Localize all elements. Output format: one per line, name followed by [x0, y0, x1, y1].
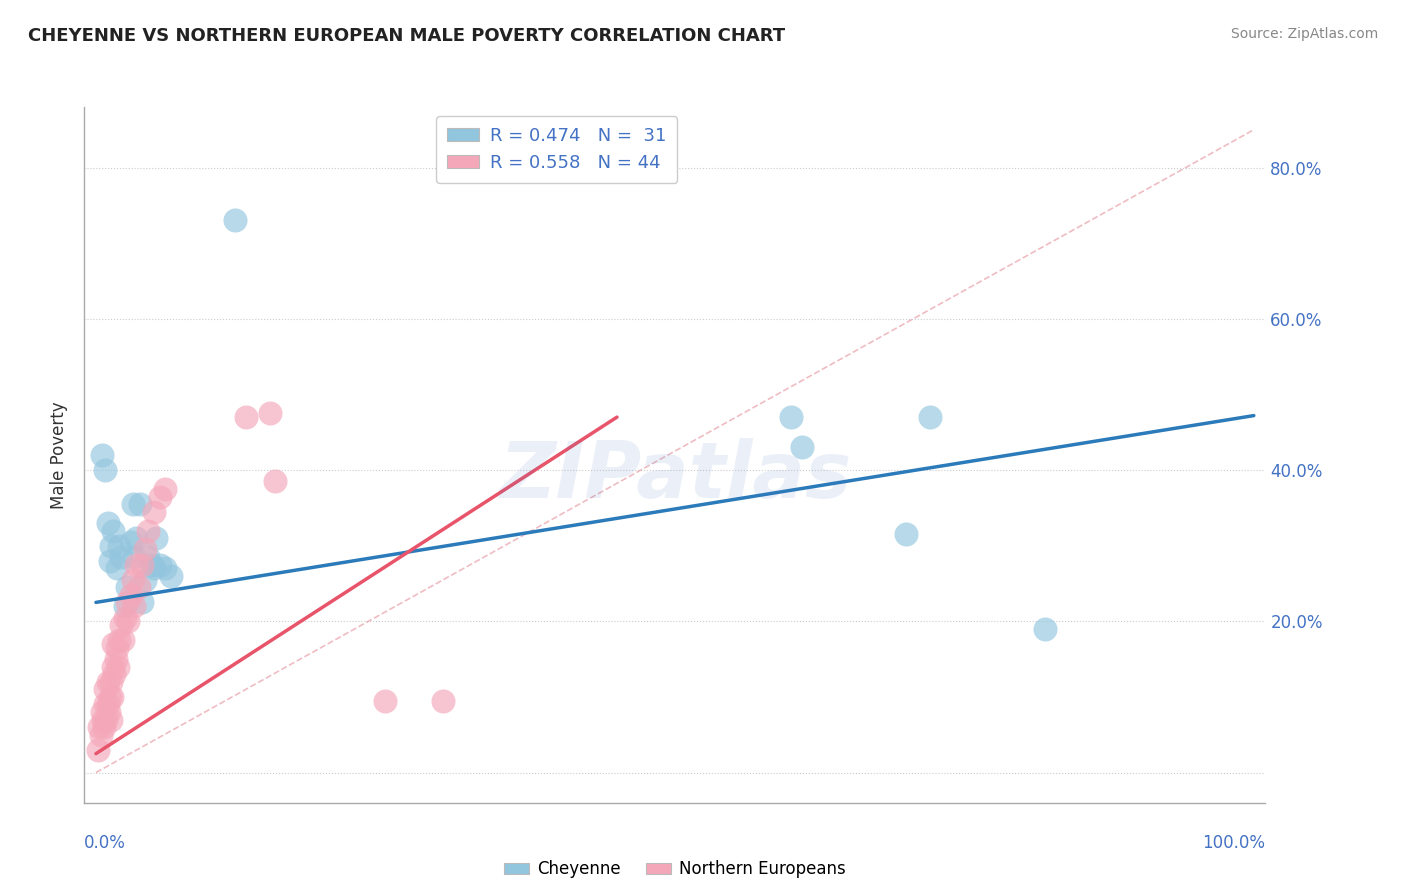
Point: [141, 558, 163, 572]
Point: [122, 549, 145, 564]
Text: Source: ZipAtlas.com: Source: ZipAtlas.com: [1230, 27, 1378, 41]
Point: [100, 713, 122, 727]
Point: [155, 482, 177, 496]
Point: [134, 542, 156, 557]
Point: [125, 558, 148, 572]
Point: [128, 580, 150, 594]
Point: [122, 497, 145, 511]
Point: [94, 463, 117, 477]
Text: CHEYENNE VS NORTHERN EUROPEAN MALE POVERTY CORRELATION CHART: CHEYENNE VS NORTHERN EUROPEAN MALE POVER…: [28, 27, 785, 45]
Point: [105, 561, 128, 575]
Point: [105, 640, 128, 655]
Point: [1035, 622, 1057, 636]
Point: [87, 743, 110, 757]
Point: [97, 705, 120, 719]
Point: [110, 549, 132, 564]
Point: [142, 505, 165, 519]
Point: [103, 524, 125, 538]
Y-axis label: Male Poverty: Male Poverty: [51, 401, 69, 508]
Point: [131, 558, 153, 572]
Point: [149, 558, 172, 572]
Point: [259, 406, 281, 420]
Point: [136, 549, 159, 564]
Point: [94, 698, 117, 712]
Point: [235, 410, 257, 425]
Text: 100.0%: 100.0%: [1202, 834, 1265, 852]
Point: [101, 690, 124, 704]
Point: [115, 595, 138, 609]
Point: [134, 573, 156, 587]
Point: [90, 448, 112, 462]
Point: [918, 410, 941, 425]
Point: [110, 618, 132, 632]
Point: [264, 475, 287, 489]
Point: [103, 637, 125, 651]
Point: [115, 580, 138, 594]
Point: [114, 610, 136, 624]
Point: [122, 599, 145, 614]
Point: [107, 659, 129, 673]
Point: [100, 674, 122, 689]
Point: [120, 534, 142, 549]
Point: [103, 659, 125, 673]
Point: [104, 652, 127, 666]
Point: [224, 213, 246, 227]
Point: [108, 539, 131, 553]
Point: [117, 615, 139, 629]
Point: [120, 588, 142, 602]
Point: [98, 554, 121, 568]
Point: [114, 599, 136, 614]
Point: [129, 497, 152, 511]
Point: [149, 490, 172, 504]
Point: [779, 410, 801, 425]
Text: ZIPatlas: ZIPatlas: [499, 438, 851, 514]
Point: [96, 516, 118, 530]
Legend: Cheyenne, Northern Europeans: Cheyenne, Northern Europeans: [498, 854, 852, 885]
Point: [96, 698, 118, 712]
Text: 0.0%: 0.0%: [84, 834, 127, 852]
Point: [896, 527, 918, 541]
Point: [96, 674, 118, 689]
Point: [374, 694, 396, 708]
Point: [91, 713, 114, 727]
Point: [96, 713, 118, 727]
Point: [90, 728, 112, 742]
Point: [432, 694, 454, 708]
Point: [94, 682, 117, 697]
Point: [93, 720, 115, 734]
Point: [792, 441, 814, 455]
Point: [155, 561, 177, 575]
Point: [111, 633, 134, 648]
Point: [125, 531, 148, 545]
Point: [160, 569, 183, 583]
Point: [89, 720, 111, 734]
Point: [100, 539, 122, 553]
Point: [136, 524, 159, 538]
Point: [131, 595, 153, 609]
Point: [142, 561, 165, 575]
Point: [98, 690, 121, 704]
Point: [122, 573, 145, 587]
Point: [90, 705, 112, 719]
Point: [103, 667, 125, 681]
Point: [108, 633, 131, 648]
Point: [145, 531, 167, 545]
